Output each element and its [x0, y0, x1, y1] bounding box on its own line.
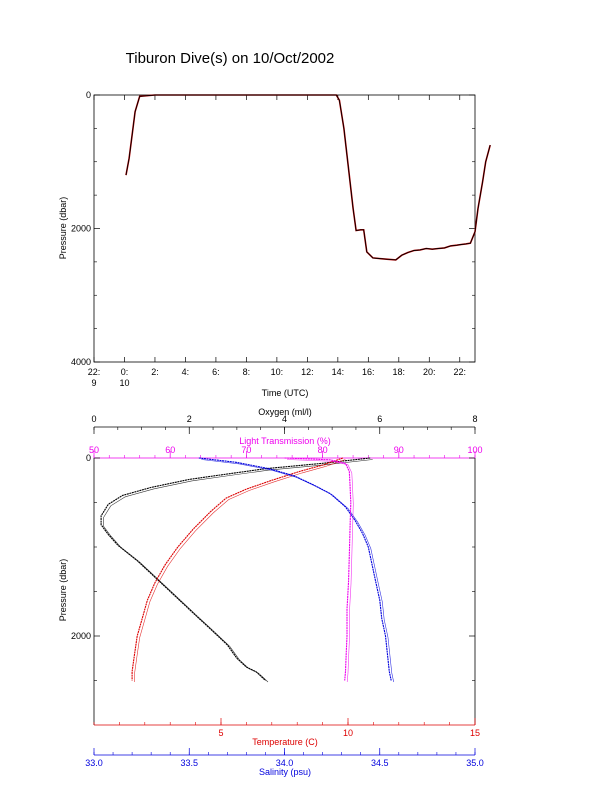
x-tick-sublabel: 10	[119, 378, 129, 388]
temperature-profile-line	[131, 457, 344, 681]
x-tick-label: 4:	[182, 367, 190, 377]
dive-depth-line	[125, 94, 491, 261]
x-tick-label: 22:	[88, 367, 101, 377]
salinity-tick-label: 34.5	[371, 758, 389, 768]
temperature-tick-label: 15	[470, 728, 480, 738]
x-tick-label: 6:	[212, 367, 220, 377]
oxygen-tick-label: 8	[472, 414, 477, 424]
salinity-profile-line	[198, 457, 392, 681]
salinity-tick-label: 34.0	[276, 758, 294, 768]
x-tick-label: 22:	[454, 367, 467, 377]
x-tick-label: 14:	[332, 367, 345, 377]
x-tick-label: 2:	[151, 367, 159, 377]
light-transmission-tick-label: 90	[394, 445, 404, 455]
light-transmission-tick-label: 50	[89, 445, 99, 455]
temperature-tick-label: 10	[343, 728, 353, 738]
oxygen-axis-label: Oxygen (ml/l)	[258, 407, 312, 417]
x-tick-label: 18:	[393, 367, 406, 377]
salinity-tick-label: 33.5	[180, 758, 198, 768]
oxygen-tick-label: 0	[91, 414, 96, 424]
y-axis-label: Pressure (dbar)	[58, 197, 68, 260]
salinity-tick-label: 33.0	[85, 758, 103, 768]
y-tick-label: 2000	[71, 224, 91, 234]
temperature-tick-label: 5	[218, 728, 223, 738]
oxygen-profile-line-cast	[103, 459, 373, 683]
oxygen-tick-label: 2	[187, 414, 192, 424]
oxygen-tick-label: 6	[377, 414, 382, 424]
x-tick-label: 20:	[423, 367, 436, 377]
salinity-axis-label: Salinity (psu)	[259, 767, 311, 777]
light-transmission-profile-line-cast	[286, 459, 354, 683]
light-transmission-profile-line	[284, 457, 352, 681]
light-transmission-tick-label: 100	[467, 445, 482, 455]
light-transmission-tick-label: 80	[318, 445, 328, 455]
page-title: Tiburon Dive(s) on 10/Oct/2002	[125, 50, 335, 67]
x-tick-label: 12:	[301, 367, 314, 377]
oxygen-profile-line	[100, 457, 371, 681]
salinity-tick-label: 35.0	[466, 758, 484, 768]
light-transmission-axis-label: Light Transmission (%)	[239, 436, 331, 446]
x-axis-label: Time (UTC)	[262, 388, 309, 398]
light-transmission-tick-label: 70	[241, 445, 251, 455]
oxygen-tick-label: 4	[282, 414, 287, 424]
y-tick-label: 0	[86, 90, 91, 100]
dive-depth-chart: 22:90:102: 4: 6: 8: 10: 12: 14: 16: 18: 20: 22:020…	[58, 90, 491, 398]
y-tick-label: 4000	[71, 357, 91, 367]
x-tick-label: 8:	[243, 367, 251, 377]
x-tick-label: 10:	[271, 367, 284, 377]
y-tick-label: 2000	[71, 631, 91, 641]
temperature-profile-line-cast	[134, 459, 346, 682]
y-axis-label: Pressure (dbar)	[58, 559, 68, 622]
temperature-axis-label: Temperature (C)	[252, 737, 318, 747]
x-tick-sublabel: 9	[91, 378, 96, 388]
y-tick-label: 0	[86, 453, 91, 463]
salinity-profile-line-cast	[201, 459, 394, 683]
x-tick-label: 16:	[362, 367, 375, 377]
light-transmission-tick-label: 60	[165, 445, 175, 455]
x-tick-label: 0:	[121, 367, 129, 377]
